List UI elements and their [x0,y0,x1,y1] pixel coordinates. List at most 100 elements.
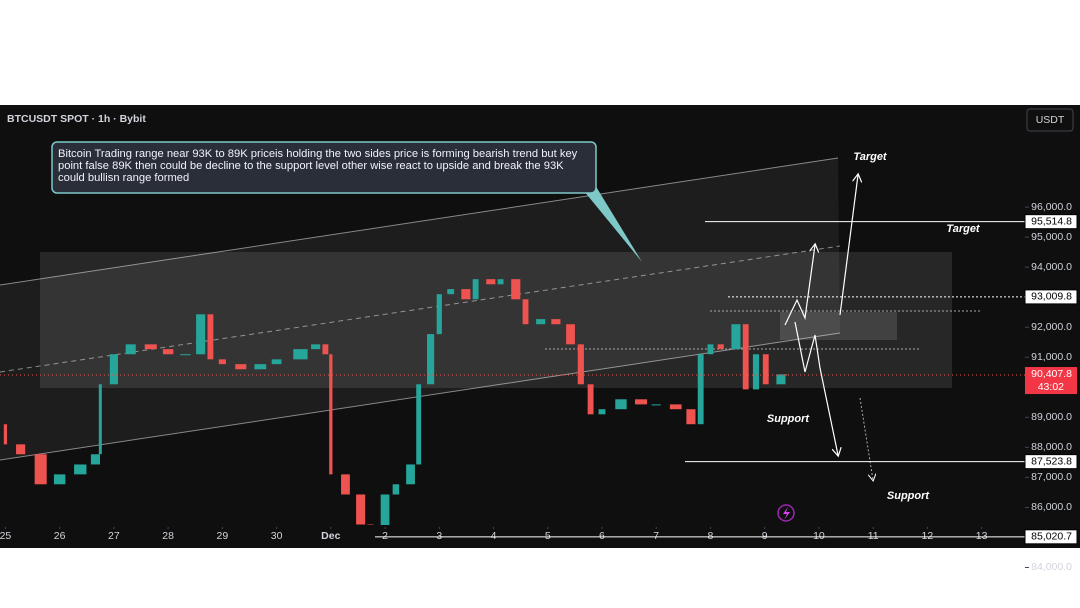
candle [416,384,422,465]
x-tick-label: 10 [813,530,825,542]
candle [162,349,174,355]
x-tick-label: 7 [653,530,659,542]
candle [392,484,400,495]
x-tick-label: 29 [217,530,229,542]
y-tick-label: 95,000.0 [1031,231,1072,243]
x-tick-label: 28 [162,530,174,542]
callout: Bitcoin Trading range near 93K to 89K pr… [58,148,578,184]
candle [311,344,321,350]
callout-box [51,141,597,194]
candle [511,279,521,300]
arrow [794,321,838,455]
symbol-title: BTCUSDT SPOT · 1h · Bybit [7,113,146,125]
x-tick-label: 4 [491,530,497,542]
candle [697,354,704,425]
candles [3,279,788,525]
x-tick-label: 5 [545,530,551,542]
x-tick-label: 13 [976,530,988,542]
y-tick-label: 84,000.0 [1031,561,1072,573]
y-tick-label: 96,000.0 [1031,201,1072,213]
candle [98,384,102,455]
candle [536,319,546,325]
y-tick-label: 92,000.0 [1031,321,1072,333]
candle [90,454,101,465]
arrow [859,397,873,480]
candle [461,289,471,300]
arrow [839,175,858,316]
candle [497,279,504,285]
y-tick-label: 88,000.0 [1031,441,1072,453]
candle [3,424,8,445]
candle [447,289,455,295]
icon [783,507,790,520]
candle [551,319,561,325]
channel-mid [0,245,841,373]
x-tick-label: 25 [0,530,11,542]
candle [587,384,594,415]
arrow [784,245,815,326]
currency-box[interactable] [1026,108,1074,132]
candle [577,344,584,385]
candle [109,354,118,385]
currency[interactable]: USDT [1036,114,1065,126]
x-tick-label: 11 [868,530,879,542]
candle [436,294,442,335]
candle [218,359,226,365]
level-label: 93,009.8 [1031,291,1072,303]
candle [651,404,661,406]
drawings [0,157,980,461]
level-box [1024,529,1078,545]
candle [367,524,374,525]
y-tick-label: 89,000.0 [1031,411,1072,423]
candle [686,409,696,425]
candle [776,374,786,385]
level-label: 87,523.8 [1031,455,1072,467]
candle [329,354,333,475]
drawing-label: Target [946,223,981,235]
channel-upper [0,157,839,286]
candle [406,464,415,485]
x-tick-label: 27 [108,530,120,542]
candle [53,474,66,485]
countdown: 43:02 [1038,381,1064,393]
x-tick-label: 26 [54,530,66,542]
candle [742,324,749,390]
candle [293,349,308,360]
candle [74,464,87,475]
candle [522,299,529,325]
level-label: 95,514.8 [1031,215,1072,227]
x-tick-label: 12 [922,530,934,542]
candle [752,354,760,390]
candle [717,344,724,350]
callout-text: Bitcoin Trading range near 93K to 89K pr… [58,148,578,184]
x-tick-label: 6 [599,530,605,542]
candle [615,399,627,410]
drawing-label: Support [887,490,930,502]
inner-box [780,312,897,340]
candle [254,364,267,370]
x-tick-label: 9 [762,530,768,542]
candle [635,399,648,405]
candle [566,324,575,345]
candle [207,314,214,360]
x-tick-label: 2 [382,530,388,542]
candle [356,494,366,525]
candle [427,334,435,385]
y-tick-label: 91,000.0 [1031,351,1072,363]
drawing-label: Target [853,151,888,163]
candle [380,494,390,525]
overlays: Bitcoin Trading range near 93K to 89K pr… [51,141,873,522]
candle [762,354,769,385]
candle [16,444,26,455]
candle [472,279,479,300]
y-tick-label: 86,000.0 [1031,501,1072,513]
x-tick-label: Dec [321,530,340,542]
drawing-label: Support [767,413,810,425]
candle [486,279,496,285]
candle [144,344,157,350]
callout-tail [575,180,642,262]
candle [341,474,350,495]
candle [34,454,47,485]
icon [777,504,795,522]
